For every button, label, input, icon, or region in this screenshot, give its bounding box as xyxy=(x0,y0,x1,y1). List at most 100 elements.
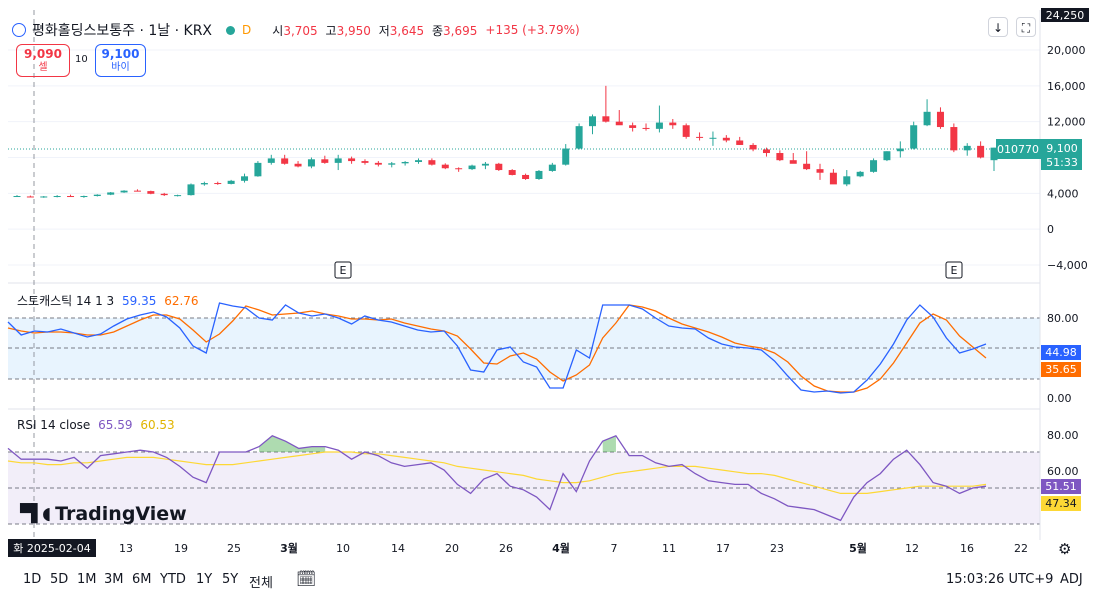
stoch-tick: 0.00 xyxy=(1047,392,1072,405)
candle-body xyxy=(575,126,583,149)
clock-time[interactable]: 15:03:26 UTC+9 xyxy=(946,572,1054,587)
candle-body xyxy=(950,127,958,151)
rsi-legend[interactable]: RSI 14 close 65.59 60.53 xyxy=(17,418,175,432)
candle-body xyxy=(26,196,34,198)
candle-body xyxy=(281,158,289,164)
adjust-toggle[interactable]: ADJ xyxy=(1060,572,1083,587)
price-tick: −4,000 xyxy=(1047,259,1088,272)
close-label: 종 xyxy=(431,23,444,38)
rsi-overbought-area xyxy=(259,435,326,452)
candle-body xyxy=(401,161,409,164)
candle-body xyxy=(696,136,704,138)
price-tick: 0 xyxy=(1047,223,1054,236)
time-tick: 14 xyxy=(391,542,405,555)
calendar-range-icon[interactable]: 🗓 xyxy=(296,569,317,588)
candle-body xyxy=(910,125,918,149)
stoch-k-last: 44.98 xyxy=(1045,346,1077,359)
rsi-ma-badge xyxy=(1041,496,1081,511)
download-icon: ↓ xyxy=(992,21,1004,35)
candle-body xyxy=(829,172,837,185)
range-1y[interactable]: 1Y xyxy=(196,572,213,587)
candle-body xyxy=(709,137,717,139)
range-5d[interactable]: 5D xyxy=(50,572,69,587)
candle-body xyxy=(977,145,985,158)
candle-body xyxy=(107,192,115,195)
rsi-ma-last: 47.34 xyxy=(1045,497,1077,510)
range-ytd[interactable]: YTD xyxy=(160,572,186,587)
stoch-d-badge xyxy=(1041,362,1081,377)
candle-body xyxy=(348,158,356,162)
sell-price: 9,090 xyxy=(24,47,62,61)
candle-body xyxy=(227,180,235,184)
stoch-tick: 80.00 xyxy=(1047,312,1079,325)
rsi-last: 51.51 xyxy=(1045,480,1077,493)
bar-countdown: 51:33 xyxy=(1046,156,1078,169)
session-badge[interactable]: D xyxy=(242,23,252,37)
time-tick: 4월 xyxy=(552,541,570,555)
candle-body xyxy=(522,174,530,179)
candle-body xyxy=(749,144,757,150)
download-button[interactable]: ↓ xyxy=(988,17,1008,37)
symbol-header: 평화홀딩스보통주 · 1날 · KRX D 시3,705 고3,950 저3,6… xyxy=(12,18,580,42)
rsi-value: 65.59 xyxy=(98,418,133,432)
rsi-tick: 80.00 xyxy=(1047,429,1079,442)
candle-body xyxy=(789,160,797,164)
candle-body xyxy=(441,164,449,169)
candle-body xyxy=(481,163,489,166)
time-tick: 25 xyxy=(227,542,241,555)
symbol-code: 010770 xyxy=(997,143,1039,156)
sell-button[interactable]: 9,090 셀 xyxy=(16,44,70,77)
candle-body xyxy=(642,127,650,129)
bottom-toolbar: 1D 5D 1M 3M 6M YTD 1Y 5Y 전체 🗓 15:03:26 U… xyxy=(0,566,1097,594)
candle-body xyxy=(321,159,329,163)
rsi-tick: 60.00 xyxy=(1047,465,1079,478)
candle-body xyxy=(856,171,864,177)
range-3m[interactable]: 3M xyxy=(104,572,124,587)
price-axis-top-cut xyxy=(1041,8,1089,22)
rsi-overbought-area xyxy=(602,435,616,452)
grid xyxy=(8,49,1040,266)
candle-body xyxy=(133,190,141,192)
candle-body xyxy=(736,140,744,145)
time-tick: 22 xyxy=(1014,542,1028,555)
high-label: 고 xyxy=(325,23,337,38)
symbol-logo-icon xyxy=(12,23,26,37)
candle-body xyxy=(200,183,208,185)
fullscreen-icon: ⛶ xyxy=(1021,21,1031,35)
symbol-title[interactable]: 평화홀딩스보통주 · 1날 · KRX xyxy=(32,23,213,39)
candle-body xyxy=(267,158,275,163)
open-label: 시 xyxy=(272,23,284,38)
stoch-k-badge xyxy=(1041,345,1081,360)
stoch-d-line xyxy=(7,304,987,393)
price-tick: 20,000 xyxy=(1047,44,1086,57)
sell-label: 셀 xyxy=(38,62,48,73)
low-value: 3,645 xyxy=(389,23,425,38)
time-tick: 26 xyxy=(499,542,513,555)
crosshair-date: 화 2025-02-04 xyxy=(13,542,91,555)
range-5y[interactable]: 5Y xyxy=(222,572,239,587)
range-1d[interactable]: 1D xyxy=(23,572,42,587)
event-marker[interactable] xyxy=(334,261,352,279)
gear-icon[interactable]: ⚙ xyxy=(1058,540,1072,558)
range-all[interactable]: 전체 xyxy=(249,576,273,591)
buy-button[interactable]: 9,100 바이 xyxy=(95,44,146,77)
candles xyxy=(13,85,998,198)
candle-body xyxy=(468,165,476,170)
rsi-lines xyxy=(7,434,987,522)
event-marker[interactable] xyxy=(945,261,963,279)
candle-body xyxy=(93,194,101,197)
candle-body xyxy=(53,196,61,198)
time-tick: 12 xyxy=(905,542,919,555)
stoch-legend[interactable]: 스토캐스틱 14 1 3 59.35 62.76 xyxy=(17,292,199,309)
range-1m[interactable]: 1M xyxy=(77,572,97,587)
tradingview-logo: ▀▌◖ TradingView xyxy=(20,503,187,525)
rsi-badge xyxy=(1041,479,1081,494)
stoch-d-value: 62.76 xyxy=(164,294,199,308)
order-quantity[interactable]: 10 xyxy=(75,54,88,65)
candle-body xyxy=(495,163,503,171)
candle-body xyxy=(776,153,784,161)
range-6m[interactable]: 6M xyxy=(132,572,152,587)
stoch-k-line xyxy=(7,302,987,394)
fullscreen-button[interactable]: ⛶ xyxy=(1016,17,1036,37)
